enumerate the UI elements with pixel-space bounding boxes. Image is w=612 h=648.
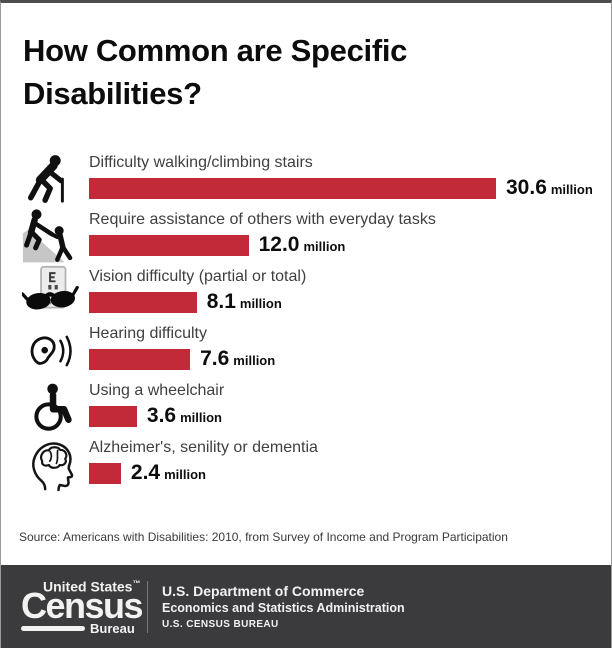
title-line-2: Disabilities?: [23, 76, 202, 111]
footer-divider: [147, 580, 148, 633]
dept-census-line: U.S. CENSUS BUREAU: [162, 618, 279, 630]
logo-bureau: Bureau: [90, 621, 135, 637]
value-unit: million: [233, 353, 276, 368]
value-number: 30.6: [506, 176, 547, 199]
value-number: 12.0: [258, 233, 300, 256]
value-number: 8.1: [206, 290, 236, 313]
dept-esa-line: Economics and Statistics Administration: [162, 600, 405, 615]
category-label: Require assistance of others with everyd…: [89, 211, 436, 228]
trademark-symbol: ™: [132, 578, 141, 588]
value-number: 2.4: [130, 461, 161, 484]
logo-united-states: United States™: [43, 578, 141, 595]
bar: [89, 291, 197, 313]
bar-chart: Difficulty walking/climbing stairs 30.6 m…: [13, 151, 597, 493]
value-label: 3.6 million: [147, 404, 222, 428]
bar: [89, 177, 496, 199]
value-unit: million: [164, 467, 206, 482]
value-label: 30.6 million: [506, 176, 593, 200]
chart-row: Require assistance of others with everyd…: [13, 208, 597, 265]
value-unit: million: [239, 296, 282, 311]
logo-census: Census: [21, 585, 144, 627]
value-number: 7.6: [200, 347, 230, 370]
value-label: 7.6 million: [200, 347, 275, 371]
value-unit: million: [550, 182, 593, 197]
chart-row: Difficulty walking/climbing stairs 30.6 m…: [13, 151, 597, 208]
source-note: Source: Americans with Disabilities: 201…: [19, 530, 508, 544]
bar: [89, 405, 137, 427]
bar: [89, 234, 249, 256]
wheelchair-icon: [13, 379, 89, 436]
bar: [89, 462, 121, 484]
value-label: 8.1 million: [207, 290, 282, 314]
category-label: Alzheimer's, senility or dementia: [89, 439, 318, 456]
value-label: 2.4 million: [131, 461, 206, 485]
chart-row: Hearing difficulty 7.6 million: [13, 322, 597, 379]
category-label: Vision difficulty (partial or total): [89, 268, 307, 285]
value-unit: million: [303, 239, 346, 254]
logo-underline: [21, 626, 85, 632]
census-bureau-logo: United States™ Census Bureau: [21, 577, 144, 637]
page-title: How Common are Specific Disabilities?: [23, 29, 407, 115]
head-brain-profile-icon: [13, 436, 89, 493]
elderly-walking-cane-icon: [13, 151, 89, 208]
footer-band: United States™ Census Bureau U.S. Depart…: [1, 565, 611, 648]
title-line-1: How Common are Specific: [23, 33, 408, 68]
category-label: Hearing difficulty: [89, 325, 207, 342]
chart-row: Alzheimer's, senility or dementia 2.4 mil…: [13, 436, 597, 493]
value-unit: million: [180, 410, 222, 425]
helping-hand-uphill-icon: [13, 208, 89, 265]
department-block: U.S. Department of Commerce Economics an…: [162, 582, 405, 632]
dark-glasses-eye-chart-icon: [13, 265, 89, 322]
value-number: 3.6: [146, 404, 177, 427]
category-label: Using a wheelchair: [89, 382, 225, 399]
bar: [89, 348, 191, 370]
chart-row: Using a wheelchair 3.6 million: [13, 379, 597, 436]
ear-hearing-aid-icon: [13, 322, 89, 379]
chart-row: Vision difficulty (partial or total) 8.1…: [13, 265, 597, 322]
category-label: Difficulty walking/climbing stairs: [89, 154, 313, 171]
dept-commerce-line: U.S. Department of Commerce: [162, 582, 365, 599]
value-label: 12.0 million: [259, 233, 346, 257]
